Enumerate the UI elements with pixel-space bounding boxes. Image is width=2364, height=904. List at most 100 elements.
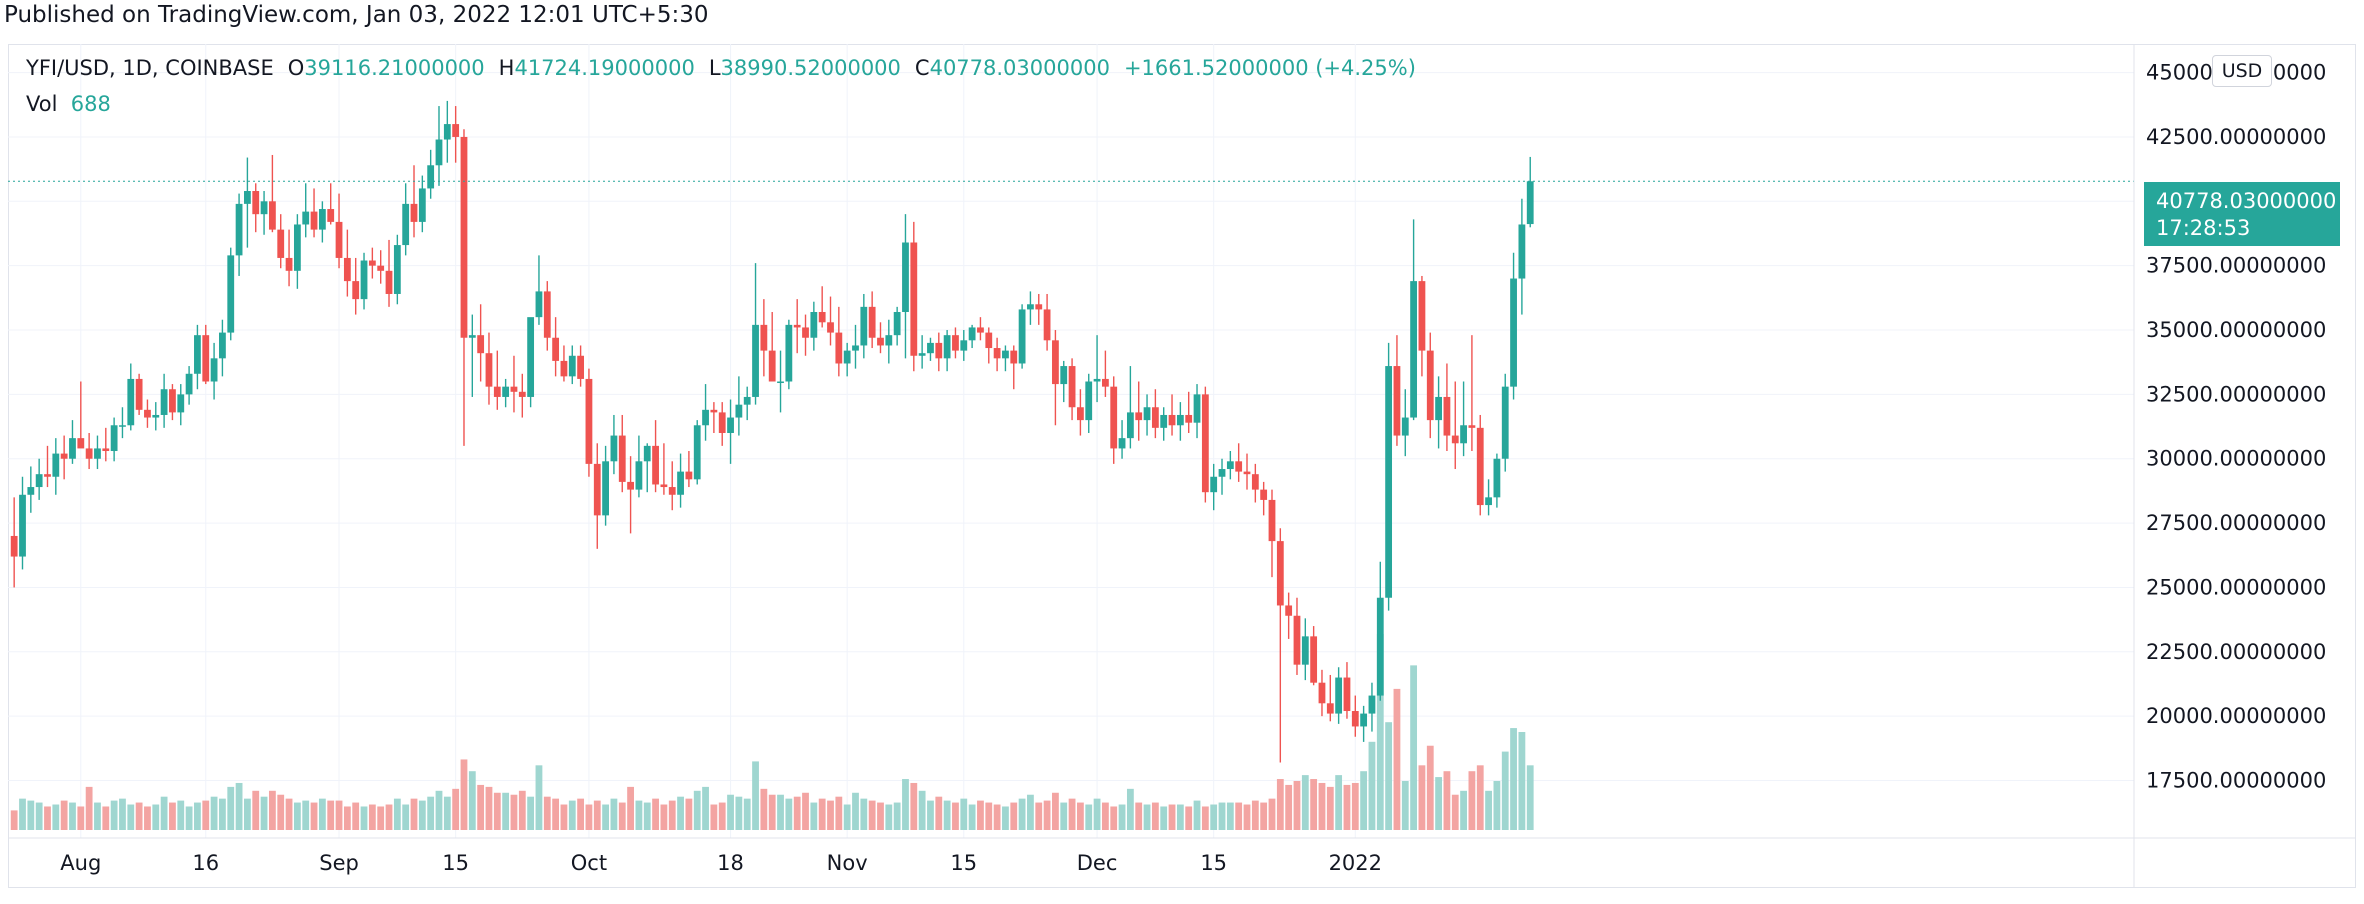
candle-body[interactable] <box>693 425 701 480</box>
candle-body[interactable] <box>593 463 601 516</box>
candle-body[interactable] <box>268 201 276 230</box>
candle-body[interactable] <box>1318 682 1326 704</box>
candle-body[interactable] <box>760 324 768 351</box>
candle-body[interactable] <box>1068 366 1076 408</box>
candle-body[interactable] <box>452 124 460 137</box>
candle-body[interactable] <box>1135 412 1143 421</box>
candle-body[interactable] <box>835 332 843 364</box>
candle-body[interactable] <box>1326 703 1334 714</box>
candle-body[interactable] <box>244 191 251 204</box>
candle-body[interactable] <box>1310 636 1318 683</box>
candle-body[interactable] <box>135 378 143 410</box>
candle-body[interactable] <box>260 201 268 215</box>
candle-body[interactable] <box>277 229 285 258</box>
candle-body[interactable] <box>1052 340 1059 385</box>
candle-body[interactable] <box>752 324 759 397</box>
candle-body[interactable] <box>110 425 118 452</box>
candle-body[interactable] <box>1410 281 1418 418</box>
candle-body[interactable] <box>960 340 968 351</box>
candle-body[interactable] <box>860 306 868 346</box>
candle-body[interactable] <box>868 306 876 338</box>
candle-body[interactable] <box>702 409 709 426</box>
candle-body[interactable] <box>169 389 176 413</box>
candle-body[interactable] <box>1435 396 1442 421</box>
candle-body[interactable] <box>1260 489 1268 500</box>
candle-body[interactable] <box>785 324 793 382</box>
candle-body[interactable] <box>410 203 418 222</box>
candle-body[interactable] <box>627 481 634 490</box>
candle-body[interactable] <box>1101 378 1109 387</box>
candle-body[interactable] <box>1301 636 1309 665</box>
candle-body[interactable] <box>935 342 943 359</box>
candle-body[interactable] <box>1035 304 1043 310</box>
candle-body[interactable] <box>302 211 310 225</box>
candle-body[interactable] <box>427 165 435 189</box>
candle-body[interactable] <box>643 445 651 462</box>
candle-body[interactable] <box>194 335 201 374</box>
candle-body[interactable] <box>893 312 901 336</box>
candle-body[interactable] <box>1510 278 1517 387</box>
candle-body[interactable] <box>52 453 60 477</box>
candle-body[interactable] <box>1418 281 1426 351</box>
candle-body[interactable] <box>335 221 343 258</box>
candle-body[interactable] <box>293 224 301 271</box>
candle-body[interactable] <box>10 535 18 557</box>
candle-body[interactable] <box>443 124 451 140</box>
candle-body[interactable] <box>927 342 934 354</box>
candle-body[interactable] <box>393 245 401 294</box>
candle-body[interactable] <box>743 396 751 405</box>
candle-body[interactable] <box>127 378 135 426</box>
candle-body[interactable] <box>1043 309 1051 341</box>
candle-body[interactable] <box>1393 366 1401 436</box>
candle-body[interactable] <box>19 494 26 557</box>
candle-body[interactable] <box>977 327 984 333</box>
candle-body[interactable] <box>385 270 393 294</box>
candle-body[interactable] <box>1126 412 1134 439</box>
candle-body[interactable] <box>568 355 576 377</box>
price-axis[interactable]: 17500.00000000 20000.00000000 22500.000000… <box>2146 61 2326 793</box>
candle-body[interactable] <box>827 322 834 333</box>
symbol-label[interactable]: YFI/USD, 1D, COINBASE <box>26 56 274 80</box>
candle-body[interactable] <box>77 438 85 449</box>
candle-body[interactable] <box>910 242 918 356</box>
candle-body[interactable] <box>477 335 485 354</box>
candle-body[interactable] <box>1285 605 1293 616</box>
candle-body[interactable] <box>1110 386 1118 449</box>
candle-body[interactable] <box>418 188 426 222</box>
candle-body[interactable] <box>1335 677 1343 714</box>
candle-body[interactable] <box>1376 597 1384 696</box>
candle-body[interactable] <box>460 136 468 338</box>
candle-body[interactable] <box>493 386 501 397</box>
candle-body[interactable] <box>144 409 151 418</box>
candle-body[interactable] <box>793 324 801 328</box>
candle-body[interactable] <box>102 448 110 452</box>
candle-body[interactable] <box>1518 224 1526 279</box>
candle-body[interactable] <box>718 412 726 433</box>
candle-body[interactable] <box>993 348 1001 359</box>
candle-body[interactable] <box>1201 394 1209 493</box>
candle-body[interactable] <box>360 260 368 300</box>
candle-body[interactable] <box>1268 499 1276 542</box>
candle-body[interactable] <box>185 373 193 395</box>
candle-body[interactable] <box>44 474 51 477</box>
candle-body[interactable] <box>1193 394 1201 423</box>
candle-body[interactable] <box>818 312 826 323</box>
candle-body[interactable] <box>1160 414 1168 428</box>
candle-body[interactable] <box>502 386 510 397</box>
candle-body[interactable] <box>1368 695 1376 714</box>
candle-body[interactable] <box>327 209 335 222</box>
candle-body[interactable] <box>1243 471 1251 475</box>
candle-body[interactable] <box>735 404 743 418</box>
candle-body[interactable] <box>285 257 293 271</box>
candle-body[interactable] <box>1485 497 1492 506</box>
candle-body[interactable] <box>1401 417 1409 436</box>
candle-body[interactable] <box>768 350 776 382</box>
candle-body[interactable] <box>1451 435 1459 444</box>
candle-body[interactable] <box>1018 309 1026 364</box>
candle-body[interactable] <box>1526 181 1534 225</box>
candle-body[interactable] <box>660 484 668 488</box>
candle-body[interactable] <box>1343 677 1351 712</box>
candle-body[interactable] <box>27 487 35 495</box>
candle-body[interactable] <box>852 345 859 351</box>
candle-body[interactable] <box>952 335 959 351</box>
